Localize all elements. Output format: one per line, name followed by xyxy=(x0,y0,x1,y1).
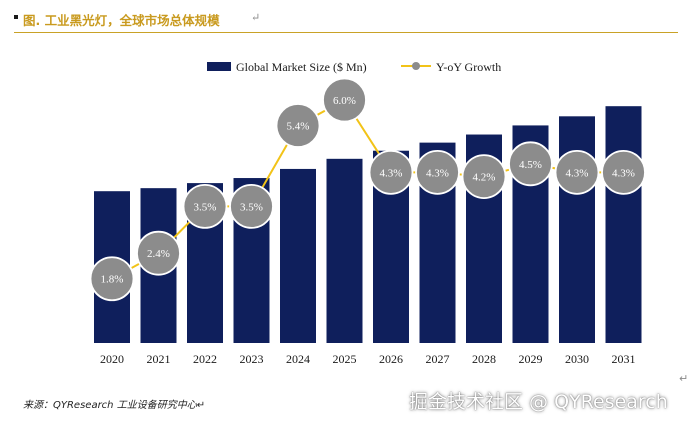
bar-series xyxy=(94,106,642,343)
growth-label-2026: 4.3% xyxy=(380,167,403,179)
paragraph-mark: ↵ xyxy=(251,12,261,24)
growth-marker-2029 xyxy=(508,141,553,187)
growth-marker-2023 xyxy=(229,183,274,229)
growth-label-2021: 2.4% xyxy=(147,248,170,260)
bar-2024 xyxy=(280,168,316,343)
growth-series: 1.8% 2.4% 3.5% 3.5% 5.4% 6.0% 4.3% 4.3% 4.2% 4.5%… xyxy=(89,77,646,302)
x-tick-label-2020: 2020 xyxy=(100,352,124,366)
header-bullet xyxy=(14,15,18,19)
growth-label-2023: 3.5% xyxy=(240,201,263,213)
x-tick-label-2022: 2022 xyxy=(193,352,217,366)
growth-label-2024: 5.4% xyxy=(287,121,310,133)
legend-label-market-size: Global Market Size ($ Mn) xyxy=(236,60,367,74)
watermark: 掘金技术社区 @ QYResearch xyxy=(409,391,668,413)
x-tick-label-2027: 2027 xyxy=(426,352,450,366)
growth-marker-2031 xyxy=(601,149,646,195)
growth-label-2025: 6.0% xyxy=(333,95,356,107)
growth-marker-2020 xyxy=(89,256,135,302)
growth-label-2030: 4.3% xyxy=(566,167,589,179)
figure-header: 图. 工业黑光灯，全球市场总体规模 ↵ xyxy=(14,8,678,33)
bar-2025 xyxy=(326,158,363,343)
growth-marker-2025 xyxy=(322,77,367,123)
legend-label-growth: Y-oY Growth xyxy=(436,60,501,74)
bar-2031 xyxy=(605,106,642,343)
chart-legend: Global Market Size ($ Mn) Y-oY Growth xyxy=(207,60,501,74)
growth-label-2029: 4.5% xyxy=(519,159,542,171)
growth-marker-2022 xyxy=(182,183,228,229)
growth-label-2031: 4.3% xyxy=(612,167,635,179)
source-note: 来源：QYResearch 工业设备研究中心↵ xyxy=(23,400,206,411)
x-tick-label-2030: 2030 xyxy=(565,352,589,366)
x-tick-label-2028: 2028 xyxy=(472,352,496,366)
x-tick-label-2023: 2023 xyxy=(240,352,264,366)
paragraph-mark-side: ↵ xyxy=(679,372,689,385)
x-tick-label-2026: 2026 xyxy=(379,352,403,366)
x-tick-label-2021: 2021 xyxy=(147,352,171,366)
legend-marker-growth xyxy=(412,62,420,70)
legend-swatch-market-size xyxy=(207,62,231,71)
growth-label-2022: 3.5% xyxy=(194,201,217,213)
growth-label-2020: 1.8% xyxy=(101,274,124,286)
x-tick-label-2025: 2025 xyxy=(333,352,357,366)
x-tick-label-2029: 2029 xyxy=(519,352,543,366)
growth-marker-2024 xyxy=(275,103,321,148)
x-tick-label-2024: 2024 xyxy=(286,352,310,366)
x-axis-ticks: 2020 2021 2022 2023 2024 2025 2026 2027 2028 2029… xyxy=(100,352,636,366)
growth-marker-2027 xyxy=(415,149,460,195)
figure-title: 图. 工业黑光灯，全球市场总体规模 xyxy=(23,13,220,28)
growth-marker-2030 xyxy=(554,149,600,195)
growth-label-2028: 4.2% xyxy=(473,172,496,184)
growth-marker-2026 xyxy=(368,149,414,195)
growth-marker-2021 xyxy=(136,230,181,276)
growth-marker-2028 xyxy=(461,154,507,199)
growth-label-2027: 4.3% xyxy=(426,167,449,179)
x-tick-label-2031: 2031 xyxy=(612,352,636,366)
